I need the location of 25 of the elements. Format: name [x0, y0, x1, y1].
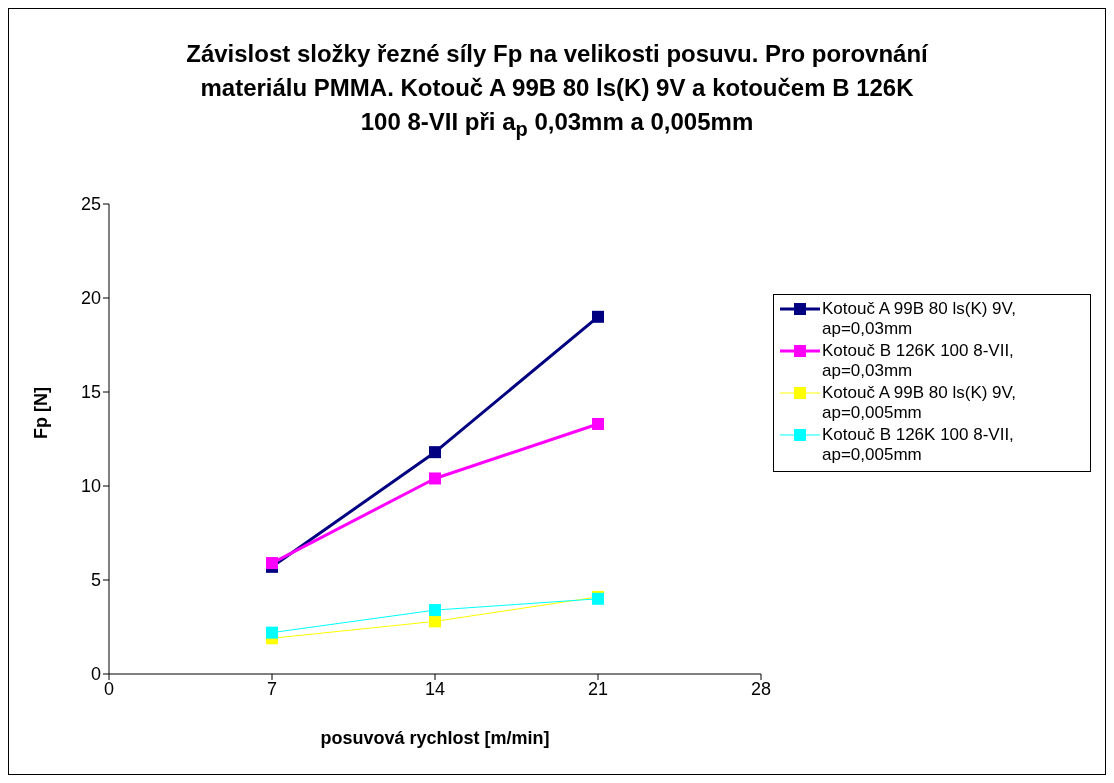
y-tick-label: 0	[90, 664, 101, 685]
point	[592, 310, 604, 323]
x-tick-label: 14	[424, 678, 446, 699]
y-tick-label: 5	[90, 570, 101, 591]
point	[429, 604, 441, 617]
legend-label: Kotouč B 126K 100 8-VII, ap=0,03mm	[822, 341, 1015, 381]
y-tick-label: 15	[80, 382, 101, 403]
legend-label: Kotouč B 126K 100 8-VII, ap=0,005mm	[822, 425, 1015, 465]
y-axis-title: Fp [N]	[31, 387, 52, 439]
x-tick-label: 28	[750, 678, 772, 699]
legend-label: Kotouč A 99B 80 ls(K) 9V, ap=0,005mm	[822, 383, 1018, 423]
legend-label: Kotouč A 99B 80 ls(K) 9V, ap=0,03mm	[822, 299, 1018, 339]
y-tick-label: 20	[80, 288, 101, 309]
x-axis-title: posuvová rychlost [m/min]	[320, 728, 550, 748]
y-tick-label: 10	[80, 476, 101, 497]
x-tick-label: 0	[103, 678, 115, 699]
point	[429, 446, 441, 459]
chart-title: Závislost složky řezné síly Fp na velikosti posuvu. Pro porovnání materiálu PMMA. Kotouč A 99B 80 ls(K) 9V a kotoučem B 126K 100 8-VII při a$_{p}$ 0,03mm a 0,005mm	[185, 39, 930, 142]
x-tick-label: 7	[266, 678, 278, 699]
y-tick-label: 25	[80, 194, 101, 215]
point	[429, 615, 441, 628]
x-tick-label: 21	[587, 678, 609, 699]
point	[429, 472, 441, 485]
point	[592, 417, 604, 430]
point	[266, 626, 278, 639]
